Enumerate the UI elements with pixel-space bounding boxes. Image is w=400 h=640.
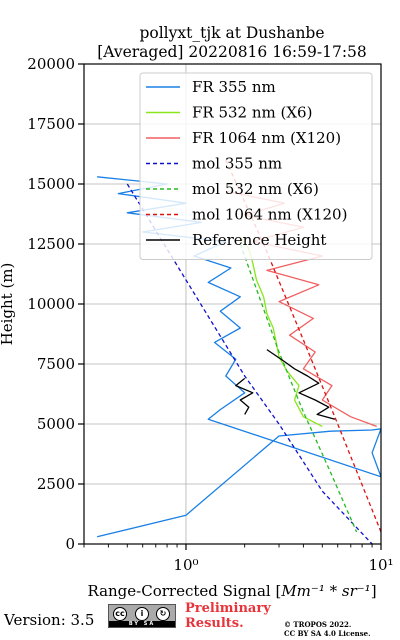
y-tick-label: 17500 xyxy=(27,115,75,133)
preliminary-line-1: Preliminary xyxy=(185,601,271,616)
y-tick-label: 5000 xyxy=(37,415,75,433)
series-line-mol-1064-nm-x120- xyxy=(225,159,381,533)
x-tick-label: 10⁰ xyxy=(173,556,198,574)
preliminary-results-note: Preliminary Results. xyxy=(185,601,271,631)
cc-badge-label: BY SA xyxy=(109,621,175,627)
version-text: Version: 3.5 xyxy=(4,611,95,629)
legend: FR 355 nm FR 532 nm (X6) FR 1064 nm (X120)… xyxy=(139,72,373,260)
reference-height-355-line xyxy=(235,377,254,415)
series-line-mol-532-nm-x6- xyxy=(239,243,358,533)
copyright-line-2: CC BY SA 4.0 License. xyxy=(284,629,371,638)
plot-frame xyxy=(83,63,382,545)
chart-subtitle: [Averaged] 20220816 16:59-17:58 xyxy=(97,43,367,61)
copyright-line-1: © TROPOS 2022. xyxy=(284,620,352,629)
series-group xyxy=(96,159,381,544)
cc-icon: cc xyxy=(113,607,127,621)
series-line-mol-355-nm xyxy=(126,183,373,544)
y-tick-label: 10000 xyxy=(27,295,75,313)
x-axis-label: Range-Corrected Signal [Mm⁻¹ * sr⁻¹] xyxy=(87,582,376,600)
legend-entry: FR 355 nm xyxy=(192,78,276,96)
legend-entry: FR 1064 nm (X120) xyxy=(192,129,341,147)
legend-entry: FR 532 nm (X6) xyxy=(192,104,312,122)
axis-ticks: 0 2500 5000 7500 10000 12500 15000 17500 20000 10… xyxy=(27,55,393,574)
legend-entry: mol 532 nm (X6) xyxy=(192,180,319,198)
y-tick-label: 7500 xyxy=(37,355,75,373)
copyright-note: © TROPOS 2022. CC BY SA 4.0 License. xyxy=(284,620,371,638)
legend-entry: mol 355 nm xyxy=(192,155,282,173)
series-line-fr-532-nm-x6- xyxy=(239,236,323,427)
y-tick-label: 12500 xyxy=(27,235,75,253)
series-line-reference-height xyxy=(266,349,336,420)
legend-entry: mol 1064 nm (X120) xyxy=(192,206,347,224)
y-tick-label: 2500 xyxy=(37,475,75,493)
y-axis-label: Height (m) xyxy=(0,263,16,346)
legend-entry: Reference Height xyxy=(192,231,326,249)
y-tick-label: 0 xyxy=(65,535,75,553)
y-tick-label: 15000 xyxy=(27,175,75,193)
by-icon: i xyxy=(135,607,149,621)
preliminary-line-2: Results. xyxy=(185,616,244,631)
sa-icon: ↻ xyxy=(156,607,170,621)
legend-box xyxy=(139,72,373,260)
y-tick-label: 20000 xyxy=(27,55,75,73)
chart-title: pollyxt_tjk at Dushanbe xyxy=(139,24,324,42)
cc-license-badge: cc i ↻ BY SA xyxy=(108,604,176,628)
x-tick-label: 10¹ xyxy=(368,556,393,574)
